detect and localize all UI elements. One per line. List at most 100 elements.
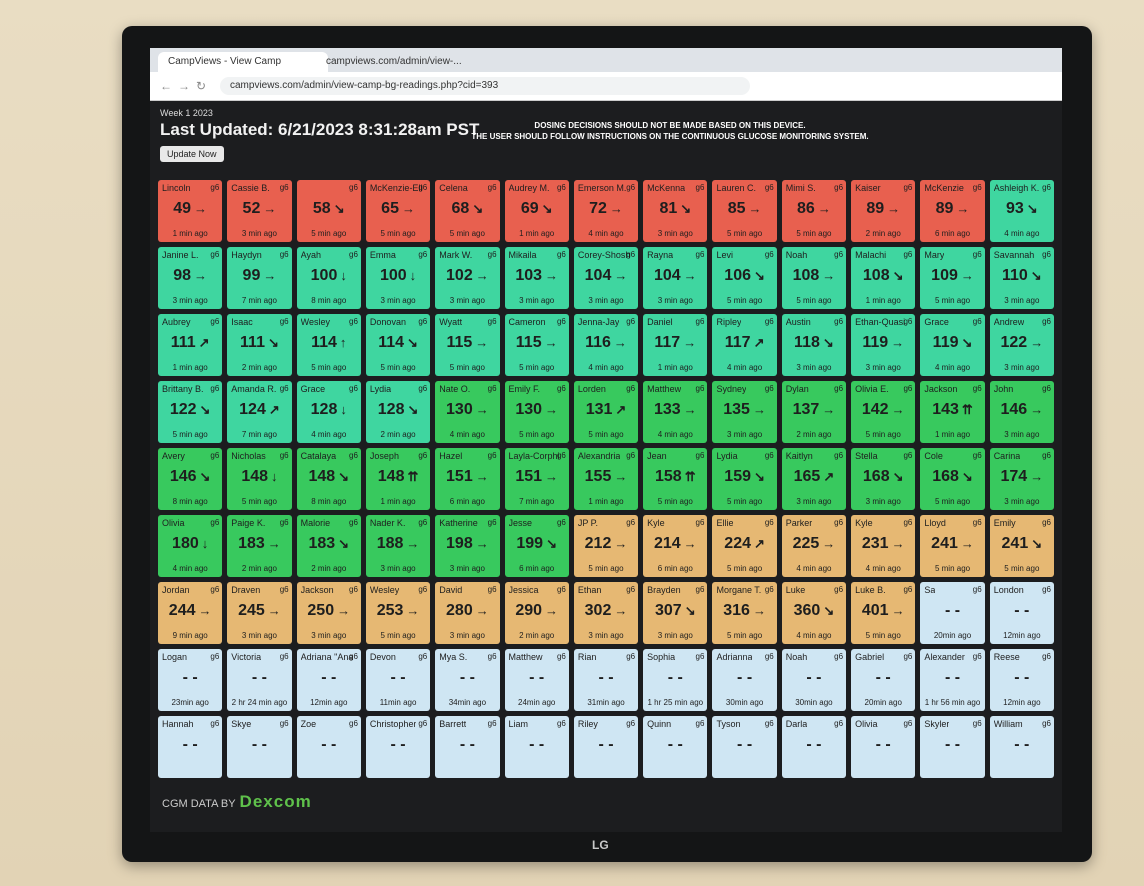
reading-tile[interactable]: Kyle g6 231 → 4 min ago: [851, 515, 916, 577]
reading-tile[interactable]: Morgane T. g6 316 → 5 min ago: [712, 582, 777, 644]
reading-tile[interactable]: Barrett g6 - -: [435, 716, 500, 778]
reading-tile[interactable]: Daniel g6 117 → 1 min ago: [643, 314, 708, 376]
reading-tile[interactable]: Jessica g6 290 → 2 min ago: [504, 582, 569, 644]
reading-tile[interactable]: Lloyd g6 241 → 5 min ago: [920, 515, 985, 577]
reading-tile[interactable]: Zoe g6 - -: [296, 716, 361, 778]
reading-tile[interactable]: Amanda R. g6 124 ↗ 7 min ago: [227, 381, 292, 443]
reading-tile[interactable]: Mark W. g6 102 → 3 min ago: [435, 247, 500, 309]
reading-tile[interactable]: Lydia g6 128 ↘ 2 min ago: [365, 381, 431, 443]
reading-tile[interactable]: Nicholas g6 148 ↓ 5 min ago: [227, 448, 292, 510]
reading-tile[interactable]: Ethan-Quasi g6 119 → 3 min ago: [851, 314, 916, 376]
reading-tile[interactable]: Hannah g6 - -: [158, 716, 223, 778]
reading-tile[interactable]: Avery g6 146 ↘ 8 min ago: [158, 448, 223, 510]
reading-tile[interactable]: Lincoln g6 49 → 1 min ago: [158, 180, 223, 242]
reading-tile[interactable]: Catalaya g6 148 ↘ 8 min ago: [296, 448, 361, 510]
reading-tile[interactable]: Brayden g6 307 ↘ 3 min ago: [643, 582, 708, 644]
reading-tile[interactable]: g6 58 ↘ 5 min ago: [296, 180, 361, 242]
reading-tile[interactable]: Isaac g6 111 ↘ 2 min ago: [227, 314, 292, 376]
reading-tile[interactable]: Savannah g6 110 ↘ 3 min ago: [989, 247, 1054, 309]
reading-tile[interactable]: Lydia g6 159 ↘ 5 min ago: [712, 448, 777, 510]
reading-tile[interactable]: Devon g6 - - 11min ago: [365, 649, 431, 711]
reading-tile[interactable]: Lorden g6 131 ↗ 5 min ago: [573, 381, 639, 443]
reading-tile[interactable]: Jesse g6 199 ↘ 6 min ago: [504, 515, 569, 577]
reading-tile[interactable]: Celena g6 68 ↘ 5 min ago: [435, 180, 500, 242]
reading-tile[interactable]: Darla g6 - -: [781, 716, 847, 778]
reading-tile[interactable]: Ripley g6 117 ↗ 4 min ago: [712, 314, 777, 376]
reading-tile[interactable]: Cameron g6 115 → 5 min ago: [504, 314, 569, 376]
reading-tile[interactable]: Mimi S. g6 86 → 5 min ago: [781, 180, 847, 242]
reading-tile[interactable]: Parker g6 225 → 4 min ago: [781, 515, 847, 577]
reading-tile[interactable]: Liam g6 - -: [504, 716, 569, 778]
reading-tile[interactable]: Nate O. g6 130 → 4 min ago: [435, 381, 500, 443]
reading-tile[interactable]: London g6 - - 12min ago: [989, 582, 1054, 644]
reading-tile[interactable]: Donovan g6 114 ↘ 5 min ago: [365, 314, 431, 376]
reading-tile[interactable]: Cassie B. g6 52 → 3 min ago: [227, 180, 292, 242]
reading-tile[interactable]: Kaiser g6 89 → 2 min ago: [851, 180, 916, 242]
reading-tile[interactable]: Brittany B. g6 122 ↘ 5 min ago: [158, 381, 223, 443]
reading-tile[interactable]: Carina g6 174 → 3 min ago: [989, 448, 1054, 510]
reading-tile[interactable]: McKenna g6 81 ↘ 3 min ago: [643, 180, 708, 242]
reading-tile[interactable]: Noah g6 - - 30min ago: [781, 649, 847, 711]
reading-tile[interactable]: Katherine g6 198 → 3 min ago: [435, 515, 500, 577]
reading-tile[interactable]: Nader K. g6 188 → 3 min ago: [365, 515, 431, 577]
reading-tile[interactable]: Wyatt g6 115 → 5 min ago: [435, 314, 500, 376]
reading-tile[interactable]: Alexander g6 - - 1 hr 56 min ago: [920, 649, 985, 711]
reading-tile[interactable]: McKenzie-Elk g6 65 → 5 min ago: [365, 180, 431, 242]
reading-tile[interactable]: Emily F. g6 130 → 5 min ago: [504, 381, 569, 443]
reading-tile[interactable]: Grace g6 128 ↓ 4 min ago: [296, 381, 361, 443]
reading-tile[interactable]: Luke B. g6 401 → 5 min ago: [851, 582, 916, 644]
reading-tile[interactable]: William g6 - -: [989, 716, 1054, 778]
reading-tile[interactable]: Wesley g6 114 ↑ 5 min ago: [296, 314, 361, 376]
reading-tile[interactable]: Jenna-Jay g6 116 → 4 min ago: [573, 314, 639, 376]
reading-tile[interactable]: Kyle g6 214 → 6 min ago: [643, 515, 708, 577]
reading-tile[interactable]: David g6 280 → 3 min ago: [435, 582, 500, 644]
reading-tile[interactable]: Sa g6 - - 20min ago: [920, 582, 985, 644]
reading-tile[interactable]: Aubrey g6 111 ↗ 1 min ago: [158, 314, 223, 376]
reading-tile[interactable]: McKenzie g6 89 → 6 min ago: [920, 180, 985, 242]
update-button[interactable]: Update Now: [160, 146, 224, 162]
reading-tile[interactable]: Sophia g6 - - 1 hr 25 min ago: [643, 649, 708, 711]
reading-tile[interactable]: Rayna g6 104 → 3 min ago: [643, 247, 708, 309]
reading-tile[interactable]: Malorie g6 183 ↘ 2 min ago: [296, 515, 361, 577]
reading-tile[interactable]: Skyler g6 - -: [920, 716, 985, 778]
reading-tile[interactable]: Andrew g6 122 → 3 min ago: [989, 314, 1054, 376]
tab[interactable]: CampViews - View Camp: [158, 52, 328, 72]
reading-tile[interactable]: Victoria g6 - - 2 hr 24 min ago: [227, 649, 292, 711]
reading-tile[interactable]: Olivia g6 - -: [851, 716, 916, 778]
reading-tile[interactable]: Rian g6 - - 31min ago: [573, 649, 639, 711]
reading-tile[interactable]: Logan g6 - - 23min ago: [158, 649, 223, 711]
reading-tile[interactable]: Corey-Shoshe g6 104 → 3 min ago: [573, 247, 639, 309]
address[interactable]: campviews.com/admin/view-camp-bg-reading…: [220, 77, 750, 95]
reading-tile[interactable]: Mikaila g6 103 → 3 min ago: [504, 247, 569, 309]
reading-tile[interactable]: Austin g6 118 ↘ 3 min ago: [781, 314, 847, 376]
reading-tile[interactable]: Noah g6 108 → 5 min ago: [781, 247, 847, 309]
reading-tile[interactable]: Emma g6 100 ↓ 3 min ago: [365, 247, 431, 309]
reading-tile[interactable]: Olivia E. g6 142 → 5 min ago: [851, 381, 916, 443]
reading-tile[interactable]: Draven g6 245 → 3 min ago: [227, 582, 292, 644]
reading-tile[interactable]: Ethan g6 302 → 3 min ago: [573, 582, 639, 644]
reading-tile[interactable]: Jordan g6 244 → 9 min ago: [158, 582, 223, 644]
reading-tile[interactable]: Ayah g6 100 ↓ 8 min ago: [296, 247, 361, 309]
reading-tile[interactable]: Haydyn g6 99 → 7 min ago: [227, 247, 292, 309]
reading-tile[interactable]: Mary g6 109 → 5 min ago: [920, 247, 985, 309]
reading-tile[interactable]: Luke g6 360 ↘ 4 min ago: [781, 582, 847, 644]
reading-tile[interactable]: Ellie g6 224 ↗ 5 min ago: [712, 515, 777, 577]
reading-tile[interactable]: Adriana "Ana" g6 - - 12min ago: [296, 649, 361, 711]
reading-tile[interactable]: Layla-Corphi g6 151 → 7 min ago: [504, 448, 569, 510]
reading-tile[interactable]: Riley g6 - -: [573, 716, 639, 778]
reading-tile[interactable]: Jackson g6 250 → 3 min ago: [296, 582, 361, 644]
reading-tile[interactable]: Sydney g6 135 → 3 min ago: [712, 381, 777, 443]
reading-tile[interactable]: Reese g6 - - 12min ago: [989, 649, 1054, 711]
reading-tile[interactable]: Matthew g6 133 → 4 min ago: [643, 381, 708, 443]
reading-tile[interactable]: JP P. g6 212 → 5 min ago: [573, 515, 639, 577]
reading-tile[interactable]: Jackson g6 143 ⇈ 1 min ago: [920, 381, 985, 443]
reading-tile[interactable]: Matthew g6 - - 24min ago: [504, 649, 569, 711]
reading-tile[interactable]: Wesley g6 253 → 5 min ago: [365, 582, 431, 644]
reading-tile[interactable]: Adrianna g6 - - 30min ago: [712, 649, 777, 711]
reading-tile[interactable]: Skye g6 - -: [227, 716, 292, 778]
reading-tile[interactable]: Emerson M. g6 72 → 4 min ago: [573, 180, 639, 242]
reading-tile[interactable]: Alexandria g6 155 → 1 min ago: [573, 448, 639, 510]
reading-tile[interactable]: Lauren C. g6 85 → 5 min ago: [712, 180, 777, 242]
tab[interactable]: campviews.com/admin/view-...: [326, 56, 462, 67]
reading-tile[interactable]: Olivia g6 180 ↓ 4 min ago: [158, 515, 223, 577]
